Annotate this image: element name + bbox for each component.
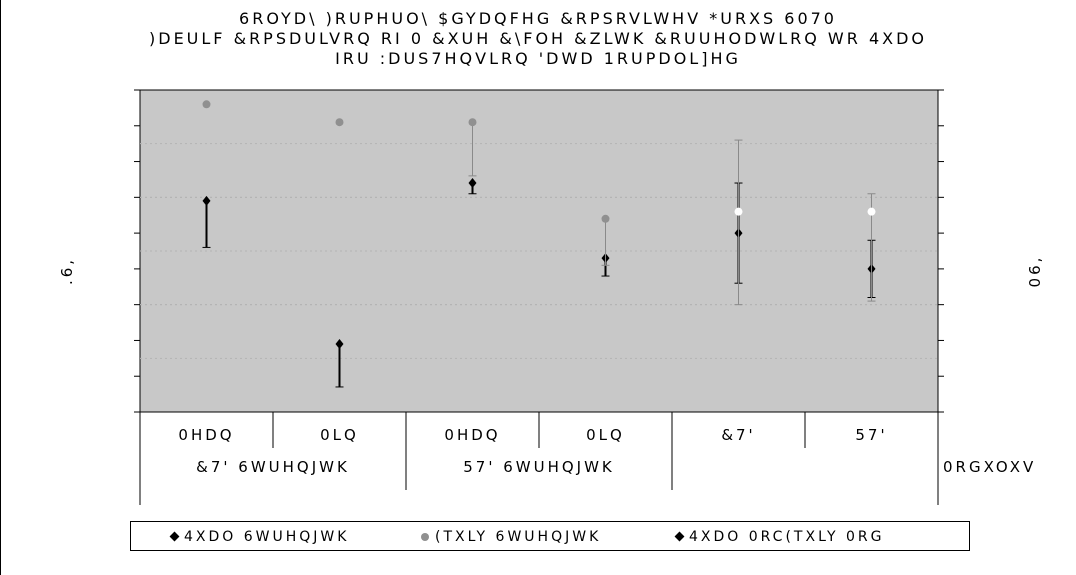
data-point-circle <box>468 118 477 127</box>
data-point-diamond <box>202 195 211 206</box>
legend-item-2: (TXLY 6WUHQJWK <box>421 529 601 545</box>
legend: 4XDO 6WUHQJWK (TXLY 6WUHQJWK 4XDO 0RC(TX… <box>130 521 970 551</box>
category-label: 0HDQ <box>178 426 234 444</box>
y-axis-label-right: 06, <box>1026 255 1044 288</box>
legend-item-3: 4XDO 0RC(TXLY 0RG <box>674 529 885 545</box>
data-point-circle <box>867 207 876 216</box>
chart-svg: 0HDQ 0LQ 0HDQ 0LQ &7' 57' &7' 6WUHQJWK 57' 6WUH… <box>58 89 1044 505</box>
group-label: 0RGXOXV <box>943 458 1036 476</box>
legend-label-2: (TXLY 6WUHQJWK <box>435 529 602 545</box>
legend-label-3: 4XDO 0RC(TXLY 0RG <box>689 529 885 545</box>
category-label: 57' <box>855 426 887 444</box>
data-point-circle <box>335 118 344 127</box>
plot-area <box>139 89 939 413</box>
data-point-diamond <box>335 339 344 350</box>
frame-left-edge <box>0 0 1 575</box>
legend-circle-icon <box>421 533 429 541</box>
chart-title-line-2: )DEULF &RPSDULVRQ RI 0 &XUH &\FOH &ZLWK … <box>149 29 927 48</box>
chart-title-line-1: 6ROYD\ )RUPHUO\ $GYDQFHG &RPSRVLWHV *URX… <box>239 9 837 28</box>
y-axis-label-left: .6, <box>58 257 76 285</box>
group-label: 57' 6WUHQJWK <box>463 458 615 476</box>
legend-diamond-icon <box>674 531 685 542</box>
legend-item-1: 4XDO 6WUHQJWK <box>169 529 350 545</box>
data-point-circle <box>734 207 743 216</box>
legend-label-1: 4XDO 6WUHQJWK <box>184 529 350 545</box>
category-label: 0HDQ <box>444 426 500 444</box>
group-label: &7' 6WUHQJWK <box>196 458 350 476</box>
legend-diamond-icon <box>169 531 180 542</box>
category-label: &7' <box>721 426 755 444</box>
category-label: 0LQ <box>320 426 359 444</box>
data-point-circle <box>202 100 211 109</box>
data-point-diamond <box>468 178 477 189</box>
data-point-circle <box>601 214 610 223</box>
category-label: 0LQ <box>586 426 625 444</box>
chart-title-line-3: IRU :DUS7HQVLRQ 'DWD 1RUPDOL]HG <box>335 49 741 68</box>
